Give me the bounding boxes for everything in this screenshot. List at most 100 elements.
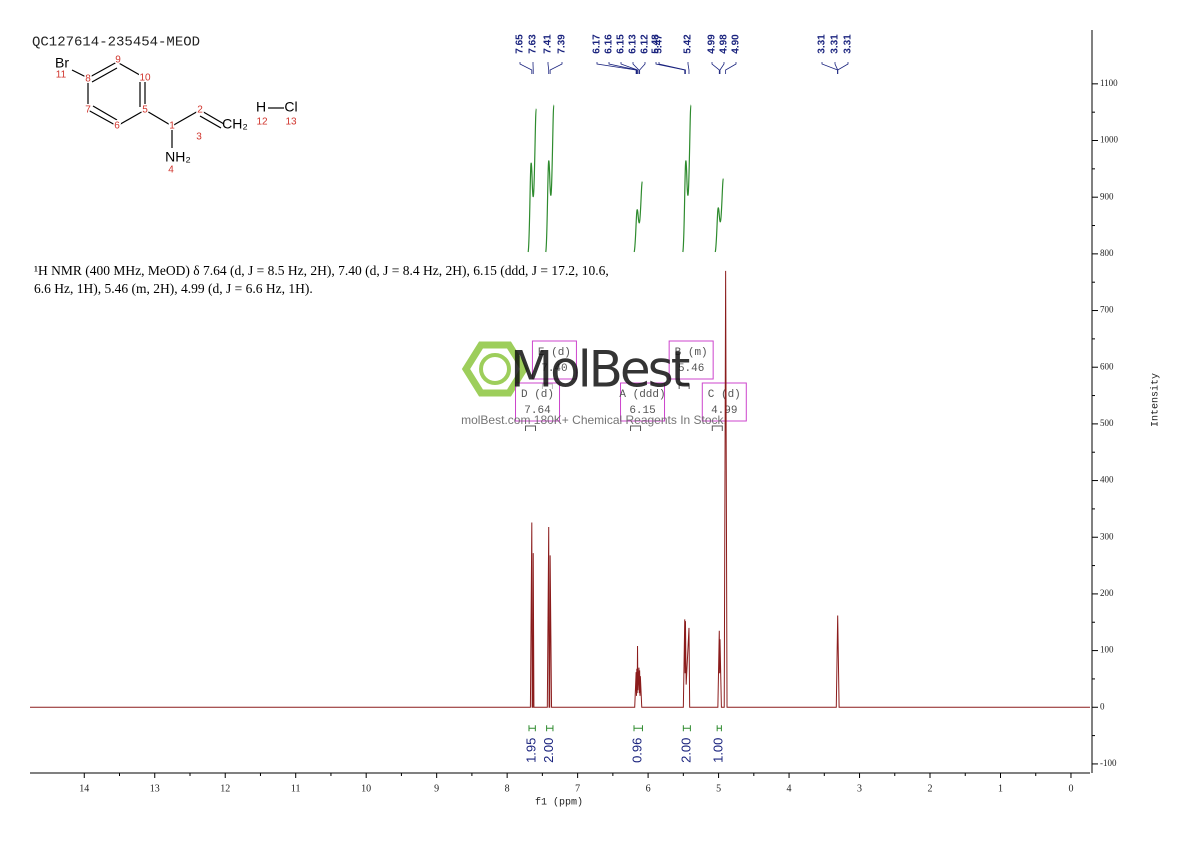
y-tick-label: 0 xyxy=(1100,701,1105,711)
y-tick-label: 100 xyxy=(1100,645,1114,655)
x-tick-label: 10 xyxy=(361,783,371,794)
integral-label: 1.00 xyxy=(711,738,726,763)
multiplet-shift: 6.15 xyxy=(629,405,655,417)
peak-pointer xyxy=(549,62,563,74)
multiplet-shift: 7.40 xyxy=(541,363,567,375)
peak-label: 6.13 xyxy=(628,34,639,54)
atom-number: 8 xyxy=(85,74,91,85)
multiplet-box xyxy=(668,340,714,380)
atom-label: CH₂ xyxy=(222,116,248,132)
multiplet-bracket xyxy=(711,425,723,431)
watermark-logo xyxy=(461,341,529,397)
peak-pointer xyxy=(655,62,686,74)
multiplet-label: E (d) xyxy=(538,347,571,359)
watermark-brand: MolBest xyxy=(510,341,690,399)
peak-label: 3.31 xyxy=(817,34,828,54)
multiplet-label: A (ddd) xyxy=(619,389,665,401)
peak-label: 6.12 xyxy=(640,34,651,54)
peak-pointer xyxy=(596,62,637,74)
y-tick-label: 300 xyxy=(1100,531,1114,541)
peak-pointer xyxy=(632,62,640,74)
integral-label: 2.00 xyxy=(678,738,693,763)
multiplet-label: D (d) xyxy=(521,389,554,401)
peak-label: 5.48 xyxy=(651,34,662,54)
x-tick-label: 12 xyxy=(220,783,230,794)
atom-label: NH₂ xyxy=(165,149,191,165)
atom-number: 4 xyxy=(168,165,174,176)
y-tick-label: 800 xyxy=(1100,248,1114,258)
x-tick-label: 5 xyxy=(716,783,721,794)
x-axis-label: f1 (ppm) xyxy=(535,797,583,809)
peak-pointer xyxy=(711,62,720,74)
x-tick-label: 7 xyxy=(575,783,580,794)
y-tick-label: 200 xyxy=(1100,588,1114,598)
peak-label: 5.42 xyxy=(683,34,694,54)
x-tick-label: 3 xyxy=(857,783,862,794)
peak-label: 5.47 xyxy=(654,34,665,54)
y-tick-label: 900 xyxy=(1100,191,1114,201)
nmr-description: ¹H NMR (400 MHz, MeOD) δ 7.64 (d, J = 8.… xyxy=(34,263,609,296)
peak-pointer xyxy=(725,62,737,74)
peak-label: 6.16 xyxy=(604,34,615,54)
y-tick-label: 1000 xyxy=(1100,135,1119,145)
peak-pointer xyxy=(658,62,686,74)
y-tick-label: 400 xyxy=(1100,475,1114,485)
y-tick-label: 1100 xyxy=(1100,78,1118,88)
y-tick-label: 500 xyxy=(1100,418,1114,428)
atom-number: 13 xyxy=(285,117,297,128)
x-tick-label: 11 xyxy=(291,783,301,794)
atom-label: H xyxy=(256,99,266,115)
integral-bracket xyxy=(528,725,536,732)
peak-pointer xyxy=(687,62,690,74)
peak-label: 7.63 xyxy=(528,34,539,54)
x-tick-label: 8 xyxy=(505,783,510,794)
integral-curve xyxy=(682,104,692,253)
multiplet-box xyxy=(531,340,577,380)
integral-bracket xyxy=(546,725,554,732)
multiplet-shift: 4.99 xyxy=(711,405,737,417)
multiplet-box xyxy=(701,382,747,422)
y-tick-label: -100 xyxy=(1100,758,1117,768)
integral-label: 2.00 xyxy=(541,738,556,763)
integral-curve xyxy=(633,180,643,253)
multiplet-box xyxy=(515,382,561,422)
atom-number: 5 xyxy=(142,105,148,116)
peak-label: 4.99 xyxy=(707,34,718,54)
peak-pointer xyxy=(608,62,638,74)
integral-label: 1.95 xyxy=(524,738,539,763)
peak-pointer xyxy=(834,62,839,74)
spectrum-line xyxy=(30,270,1090,708)
peak-label: 7.39 xyxy=(557,34,568,54)
atom-label: Br xyxy=(55,55,69,71)
atom-number: 10 xyxy=(139,73,151,84)
peak-pointer xyxy=(519,62,533,74)
x-tick-label: 13 xyxy=(150,783,160,794)
multiplet-bracket xyxy=(630,425,642,431)
x-tick-label: 0 xyxy=(1068,783,1073,794)
peak-pointer xyxy=(620,62,638,74)
chart-title: QC127614-235454-MEOD xyxy=(32,35,200,51)
integral-curve xyxy=(714,177,724,253)
atom-label: Cl xyxy=(284,99,297,115)
peak-pointer xyxy=(719,62,725,74)
atom-number: 1 xyxy=(169,121,175,132)
multiplet-bracket xyxy=(525,425,537,431)
watermark-tagline: molBest.com 180K+ Chemical Reagents In S… xyxy=(461,413,727,427)
x-tick-label: 1 xyxy=(998,783,1003,794)
atom-number: 6 xyxy=(114,121,120,132)
y-tick-label: 700 xyxy=(1100,305,1114,315)
integral-bracket xyxy=(716,725,722,732)
atom-number: 12 xyxy=(256,117,268,128)
peak-label: 3.31 xyxy=(843,34,854,54)
multiplet-shift: 7.64 xyxy=(524,405,551,417)
atom-number: 11 xyxy=(56,70,67,81)
multiplet-bracket xyxy=(678,383,690,389)
integral-label: 0.96 xyxy=(630,738,645,763)
peak-label: 7.65 xyxy=(515,34,526,54)
peak-pointer xyxy=(547,62,550,74)
peak-label: 6.17 xyxy=(592,34,603,54)
x-tick-label: 2 xyxy=(928,783,933,794)
